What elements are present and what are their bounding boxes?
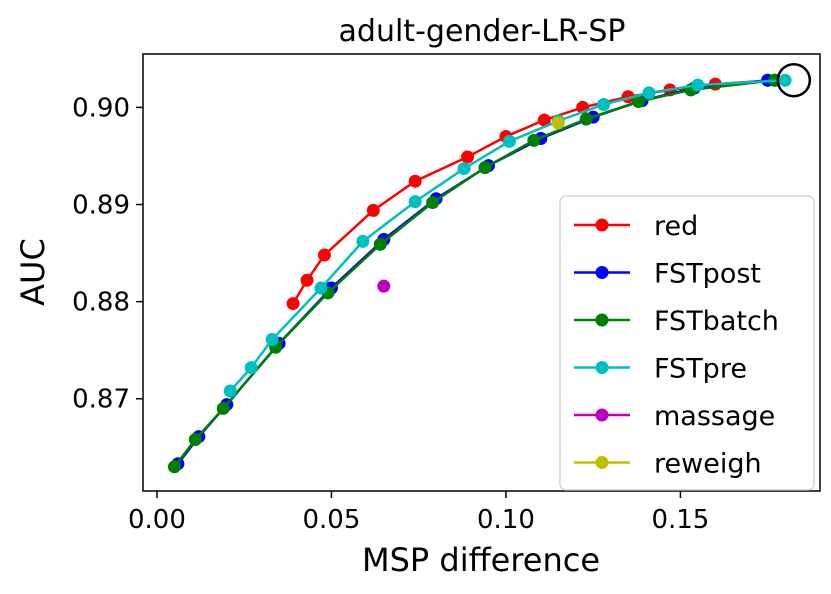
data-point-FSTpre (457, 162, 471, 176)
legend-item-FSTpost: FSTpost (574, 259, 761, 290)
data-point-FSTbatch (632, 95, 646, 109)
data-point-FSTpre (356, 234, 370, 248)
highlight-circle (776, 62, 812, 98)
x-tick-label: 0.15 (651, 505, 709, 535)
legend-label: FSTpre (654, 354, 747, 385)
data-point-FSTbatch (167, 460, 181, 474)
data-point-FSTpre (223, 384, 237, 398)
data-point-FSTbatch (188, 433, 202, 447)
legend-label: reweigh (654, 449, 762, 480)
x-tick-label: 0.10 (477, 505, 535, 535)
data-point-FSTbatch (579, 112, 593, 126)
data-point-FSTpre (778, 73, 792, 87)
data-point-FSTpre (597, 97, 611, 111)
series-FSTbatch (167, 73, 782, 474)
data-point-FSTpre (265, 333, 279, 347)
legend-marker (595, 266, 609, 279)
data-point-FSTpre (502, 134, 516, 148)
legend-marker (595, 313, 609, 327)
data-point-red (461, 150, 475, 164)
y-tick-label: 0.87 (72, 385, 130, 415)
y-axis: 0.87 0.88 0.89 0.90 (72, 93, 143, 415)
chart-title: adult-gender-LR-SP (339, 14, 626, 49)
legend-item-FSTpre: FSTpre (574, 354, 747, 385)
data-point-red (300, 273, 314, 287)
data-point-red (317, 248, 331, 262)
data-point-FSTpre (642, 86, 656, 100)
legend-item-massage: massage (574, 401, 775, 432)
data-point-FSTpre (408, 195, 422, 209)
series-layer (167, 73, 792, 474)
data-point-red (366, 203, 380, 217)
data-point-red (537, 113, 551, 127)
legend-label: FSTpost (654, 259, 761, 290)
legend-item-reweigh: reweigh (574, 449, 762, 480)
data-point-FSTbatch (478, 161, 492, 175)
legend-label: red (654, 211, 698, 242)
y-tick-label: 0.90 (72, 93, 130, 123)
y-axis-title: AUC (14, 238, 52, 306)
legend-marker (595, 456, 609, 469)
data-point-FSTbatch (527, 133, 541, 147)
legend-marker (595, 218, 609, 232)
x-axis: 0.00 0.05 0.10 0.15 (128, 491, 709, 535)
legend-label: FSTbatch (654, 306, 779, 337)
data-point-reweigh (551, 116, 565, 130)
data-point-FSTbatch (373, 237, 387, 251)
legend-label: massage (654, 401, 775, 432)
x-tick-label: 0.00 (128, 505, 186, 535)
y-tick-label: 0.89 (72, 191, 130, 221)
data-point-red (286, 297, 300, 311)
legend-box (559, 195, 815, 491)
y-tick-label: 0.88 (72, 288, 130, 318)
data-point-FSTpre (244, 361, 258, 375)
series-reweigh (551, 116, 565, 130)
legend-marker (595, 408, 609, 422)
data-point-red (408, 174, 422, 188)
x-tick-label: 0.05 (302, 505, 360, 535)
legend-marker (595, 361, 609, 374)
series-massage (377, 279, 391, 293)
data-point-FSTpre (314, 281, 328, 295)
data-point-massage (377, 279, 391, 293)
x-axis-title: MSP difference (362, 541, 600, 579)
annotation-layer (776, 62, 812, 98)
data-point-FSTbatch (216, 401, 230, 415)
data-point-FSTpre (691, 78, 705, 92)
legend-item-red: red (574, 211, 698, 242)
legend-item-FSTbatch: FSTbatch (574, 306, 779, 337)
legend: red FSTpost FSTbatch FSTpre massage reweigh (559, 195, 815, 491)
data-point-FSTbatch (426, 196, 440, 210)
